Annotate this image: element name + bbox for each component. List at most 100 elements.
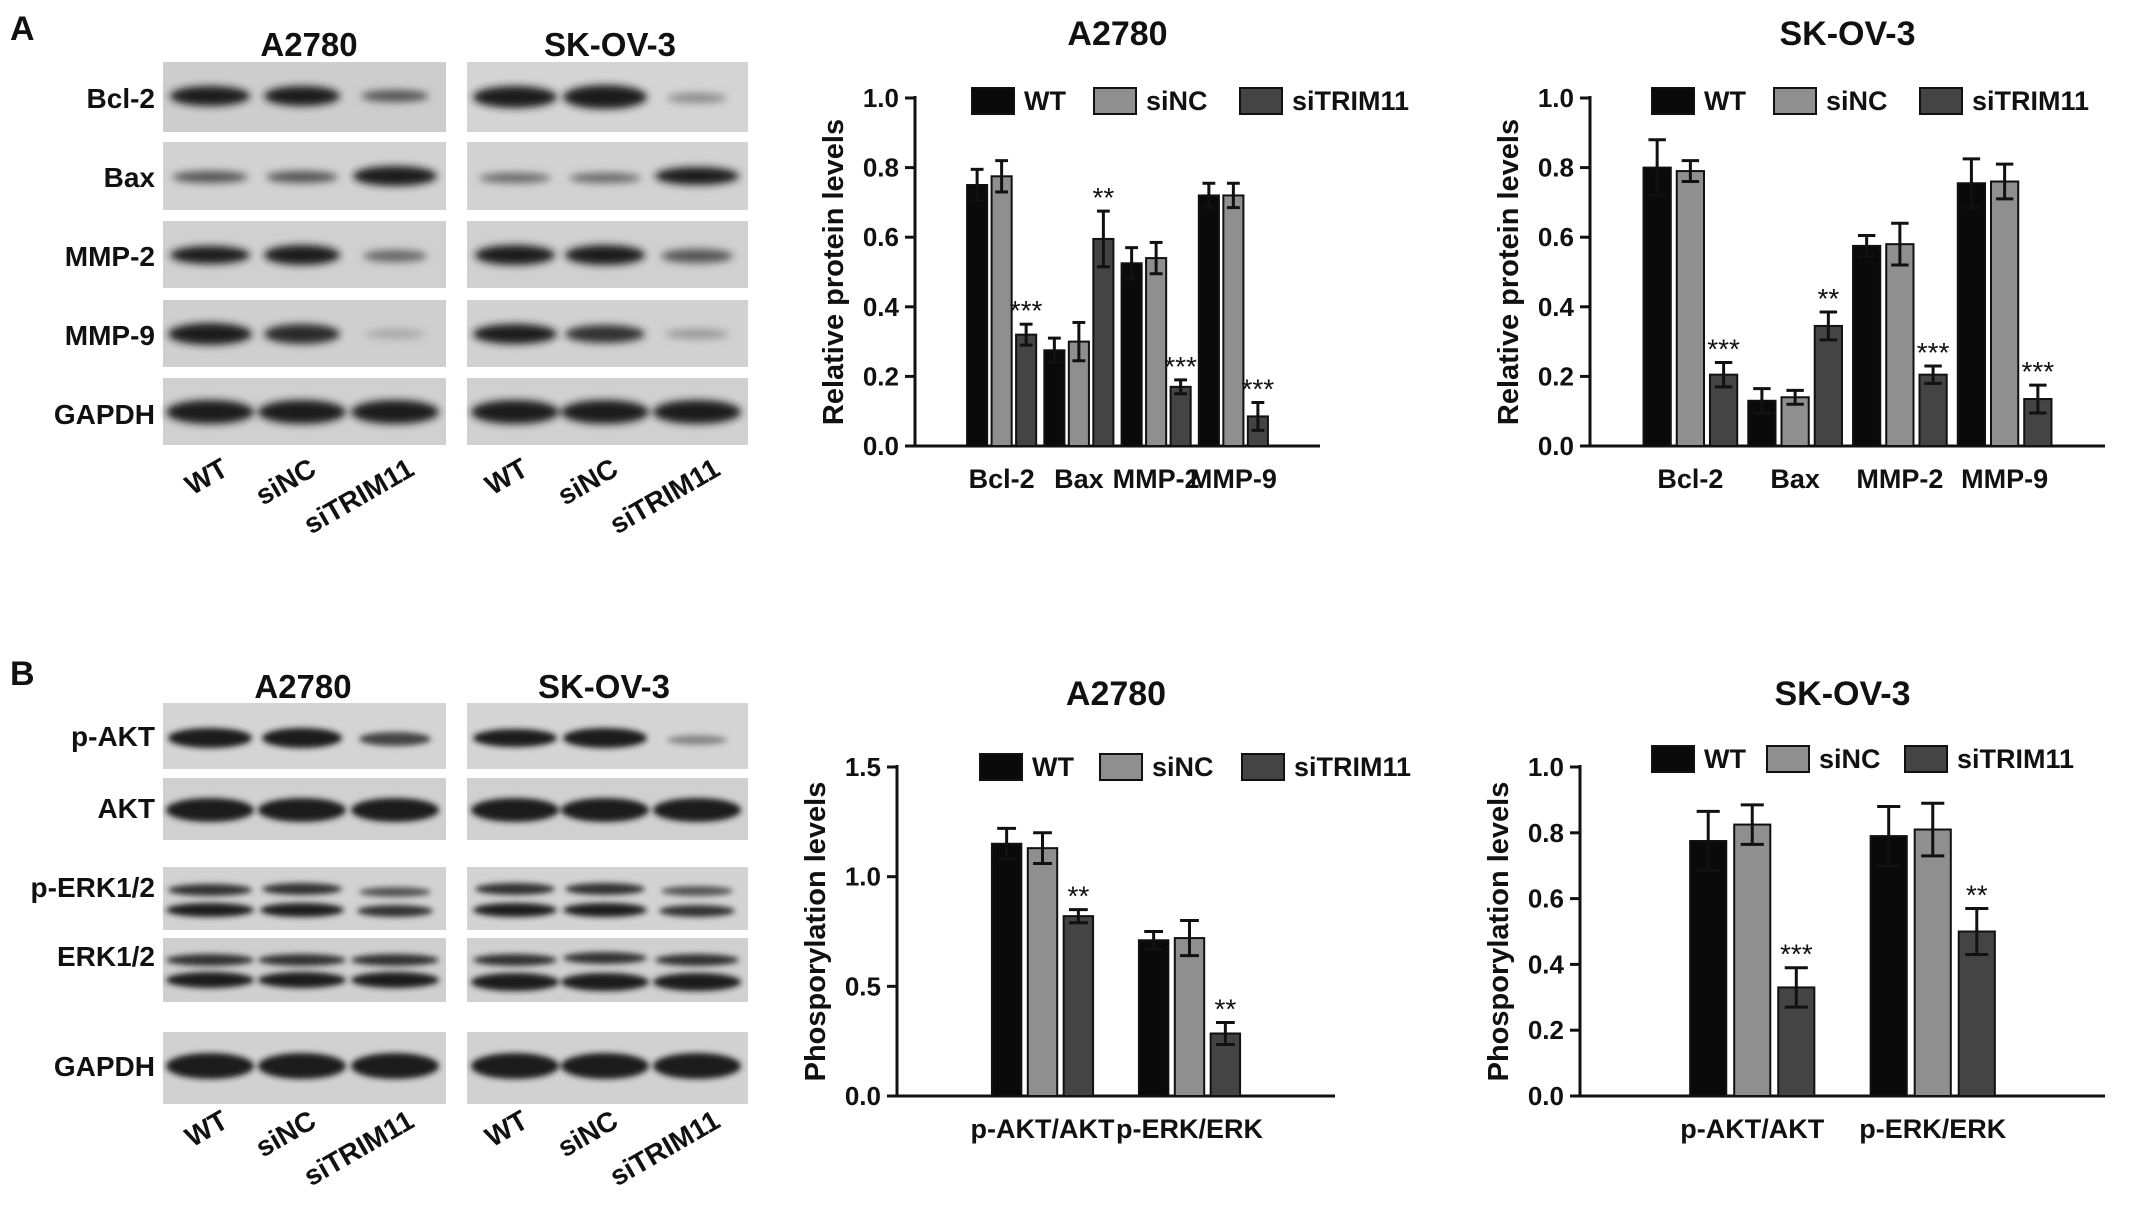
blot-band <box>351 972 439 988</box>
blot-b-lane-label: siTRIM11 <box>604 1104 725 1192</box>
blot-band <box>258 972 346 988</box>
blot-band <box>264 245 340 265</box>
x-tick-label: MMP-2 <box>1856 464 1943 494</box>
bar <box>1222 194 1245 447</box>
blot-band <box>653 1053 741 1079</box>
blot-band <box>561 798 649 822</box>
blot-band <box>168 323 252 345</box>
blot-band <box>661 249 733 263</box>
y-axis-label: Relative protein levels <box>818 119 850 425</box>
blot-band <box>473 729 557 747</box>
blot-band <box>170 246 250 264</box>
blot-band <box>661 886 733 896</box>
panel-letter-b: B <box>10 655 35 693</box>
blot-band <box>653 400 741 424</box>
blot-band <box>258 400 346 424</box>
legend-swatch <box>1919 87 1963 115</box>
significance-label: *** <box>2022 356 2055 387</box>
bar <box>1062 915 1095 1097</box>
legend-swatch <box>971 87 1015 115</box>
blot-a-lane-label: siNC <box>250 452 321 511</box>
y-tick-label: 0.0 <box>845 1081 881 1111</box>
bar-chart-a-a2780: A2780 Relative protein levels 0.0 0.2 0.4 0.6… <box>818 15 1409 494</box>
blot-band <box>166 1053 254 1079</box>
legend-label: WT <box>1704 86 1746 116</box>
blot-band <box>563 952 647 964</box>
bar-chart-a-skov3: SK-OV-3 Relative protein levels 0.0 0.2 0.4 0… <box>1493 15 2105 494</box>
blot-band <box>258 954 346 966</box>
bar-chart-b-a2780: A2780 Phosporylation levels 0.0 0.5 1.0 1.5 **… <box>800 675 1411 1144</box>
bar <box>1120 262 1143 447</box>
x-tick-label: Bax <box>1770 464 1820 494</box>
bar <box>1173 937 1206 1098</box>
blot-a-cellline-a2780: A2780 <box>260 26 357 63</box>
y-tick-label: 0.6 <box>1538 222 1574 252</box>
y-tick-label: 1.5 <box>845 752 881 782</box>
blot-band <box>667 93 727 103</box>
western-blot-b: A2780 SK-OV-3 p-AKT AKT p-ERK1/2 ERK1/2 … <box>31 668 748 1192</box>
blot-b-row-label: p-ERK1/2 <box>31 872 155 903</box>
blot-band <box>561 973 649 991</box>
blot-b-row-label: GAPDH <box>54 1051 155 1082</box>
blot-a-lane-label: siTRIM11 <box>604 452 725 540</box>
bar <box>1869 835 1908 1098</box>
y-tick-label: 1.0 <box>863 83 899 113</box>
x-tick-label: p-AKT/AKT <box>1680 1114 1824 1144</box>
bar <box>1092 237 1115 447</box>
blot-band <box>359 732 431 746</box>
legend-label: siTRIM11 <box>1292 86 1409 116</box>
blot-band <box>563 903 647 917</box>
legend-swatch <box>1773 87 1817 115</box>
blot-band <box>659 905 735 917</box>
blot-band <box>264 324 340 344</box>
blot-band <box>471 1053 559 1079</box>
bar <box>1169 385 1192 447</box>
x-tick-label: Bcl-2 <box>1657 464 1723 494</box>
x-tick-label: MMP-9 <box>1190 464 1277 494</box>
legend-label: siNC <box>1819 744 1881 774</box>
significance-label: ** <box>1817 283 1839 314</box>
legend-label: WT <box>1704 744 1746 774</box>
bar <box>990 842 1023 1097</box>
blot-band <box>258 798 346 822</box>
significance-label: *** <box>1917 337 1950 368</box>
blot-strip <box>467 938 748 1002</box>
bar <box>1918 373 1948 447</box>
blot-band <box>473 86 557 108</box>
blot-b-row-label: p-AKT <box>71 721 155 752</box>
blot-band <box>168 728 252 748</box>
bar <box>1145 257 1168 447</box>
legend-label: WT <box>1024 86 1066 116</box>
y-tick-label: 0.6 <box>1528 884 1564 914</box>
legend-swatch <box>1099 753 1143 781</box>
bar <box>1913 828 1952 1097</box>
chart-title: A2780 <box>1066 675 1166 713</box>
blot-b-a2780-strips <box>163 703 446 1104</box>
significance-label: ** <box>1067 881 1089 912</box>
blot-a-lane-label: siTRIM11 <box>298 452 419 540</box>
blot-band <box>655 954 739 966</box>
blot-band <box>563 728 647 748</box>
blot-b-lane-label: siTRIM11 <box>298 1104 419 1192</box>
legend-swatch <box>1651 745 1695 773</box>
y-tick-label: 0.5 <box>845 971 881 1001</box>
blot-b-skov3-strips <box>467 703 748 1104</box>
blot-a-lane-label: WT <box>180 452 233 501</box>
significance-label: ** <box>1214 994 1236 1025</box>
blot-band <box>471 973 559 991</box>
y-tick-label: 0.4 <box>863 292 900 322</box>
blot-band <box>473 903 557 917</box>
blot-a-row-label: MMP-9 <box>65 320 155 351</box>
significance-label: *** <box>1164 351 1197 382</box>
blot-band <box>473 954 557 966</box>
x-tick-label: Bcl-2 <box>969 464 1035 494</box>
blot-band <box>471 400 559 424</box>
y-tick-label: 0.0 <box>1528 1081 1564 1111</box>
blot-band <box>475 245 555 265</box>
y-tick-label: 0.4 <box>1528 949 1565 979</box>
y-tick-label: 0.8 <box>863 153 899 183</box>
blot-band <box>655 167 739 185</box>
blot-strip <box>163 938 446 1002</box>
blot-band <box>363 250 427 262</box>
